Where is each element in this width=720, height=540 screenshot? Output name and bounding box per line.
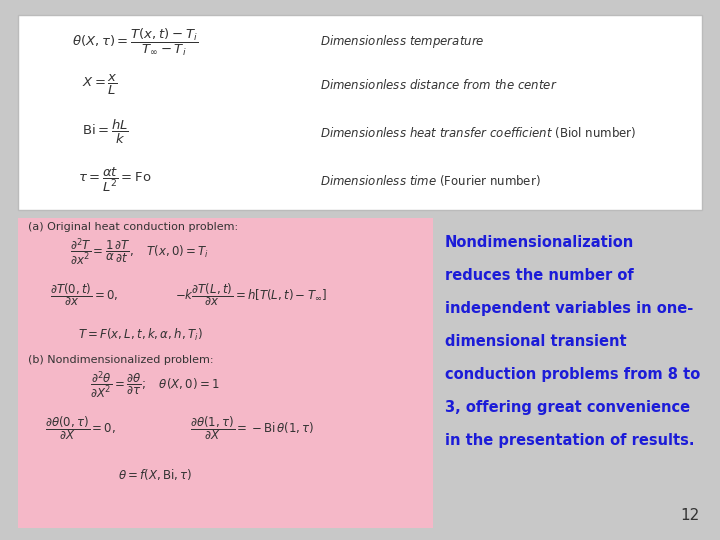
Text: $X = \dfrac{x}{L}$: $X = \dfrac{x}{L}$ [82,73,118,97]
Text: independent variables in one-: independent variables in one- [445,301,693,316]
Text: $\dfrac{\partial \theta(1, \tau)}{\partial X} = -\mathrm{Bi}\,\theta(1, \tau)$: $\dfrac{\partial \theta(1, \tau)}{\parti… [190,414,315,442]
Text: $\mathrm{Bi} = \dfrac{hL}{k}$: $\mathrm{Bi} = \dfrac{hL}{k}$ [81,118,128,146]
Text: $\mathit{Dimensionless\ distance\ from\ the\ center}$: $\mathit{Dimensionless\ distance\ from\ … [320,78,557,92]
Text: (b) Nondimensionalized problem:: (b) Nondimensionalized problem: [28,355,214,365]
Text: conduction problems from 8 to: conduction problems from 8 to [445,367,701,382]
Text: dimensional transient: dimensional transient [445,334,626,349]
Bar [18,218,433,528]
Text: $\tau = \dfrac{\alpha t}{L^2} = \mathrm{Fo}$: $\tau = \dfrac{\alpha t}{L^2} = \mathrm{… [78,166,152,194]
Text: $\dfrac{\partial T(0,t)}{\partial x} = 0,$: $\dfrac{\partial T(0,t)}{\partial x} = 0… [50,282,119,308]
Text: 3, offering great convenience: 3, offering great convenience [445,400,690,415]
Text: $\dfrac{\partial \theta(0, \tau)}{\partial X} = 0,$: $\dfrac{\partial \theta(0, \tau)}{\parti… [45,414,116,442]
Text: Nondimensionalization: Nondimensionalization [445,235,634,250]
Text: reduces the number of: reduces the number of [445,268,634,283]
Text: $\theta = f(X, \mathrm{Bi}, \tau)$: $\theta = f(X, \mathrm{Bi}, \tau)$ [118,468,192,483]
Text: $\dfrac{\partial^2 \theta}{\partial X^2} = \dfrac{\partial \theta}{\partial \tau: $\dfrac{\partial^2 \theta}{\partial X^2}… [90,369,220,401]
Bar [18,15,702,210]
Text: 12: 12 [680,508,700,523]
Text: $\mathit{Dimensionless\ heat\ transfer\ coefficient}$ (Biol number): $\mathit{Dimensionless\ heat\ transfer\ … [320,125,636,139]
Text: (a) Original heat conduction problem:: (a) Original heat conduction problem: [28,222,238,232]
Text: $\mathit{Dimensionless\ temperature}$: $\mathit{Dimensionless\ temperature}$ [320,33,485,51]
Text: $T = F(x, L, t, k, \alpha, h, T_i)$: $T = F(x, L, t, k, \alpha, h, T_i)$ [78,327,202,343]
Text: $\theta(X, \tau) = \dfrac{T(x, t) - T_i}{T_{\infty} - T_i}$: $\theta(X, \tau) = \dfrac{T(x, t) - T_i}… [72,26,198,58]
Text: in the presentation of results.: in the presentation of results. [445,433,695,448]
Text: $-k\dfrac{\partial T(L,t)}{\partial x} = h[T(L,t) - T_{\infty}]$: $-k\dfrac{\partial T(L,t)}{\partial x} =… [175,282,327,308]
Text: $\mathit{Dimensionless\ time}$ (Fourier number): $\mathit{Dimensionless\ time}$ (Fourier … [320,172,541,187]
Text: $\dfrac{\partial^2 T}{\partial x^2} = \dfrac{1}{\alpha}\dfrac{\partial T}{\parti: $\dfrac{\partial^2 T}{\partial x^2} = \d… [71,237,210,268]
